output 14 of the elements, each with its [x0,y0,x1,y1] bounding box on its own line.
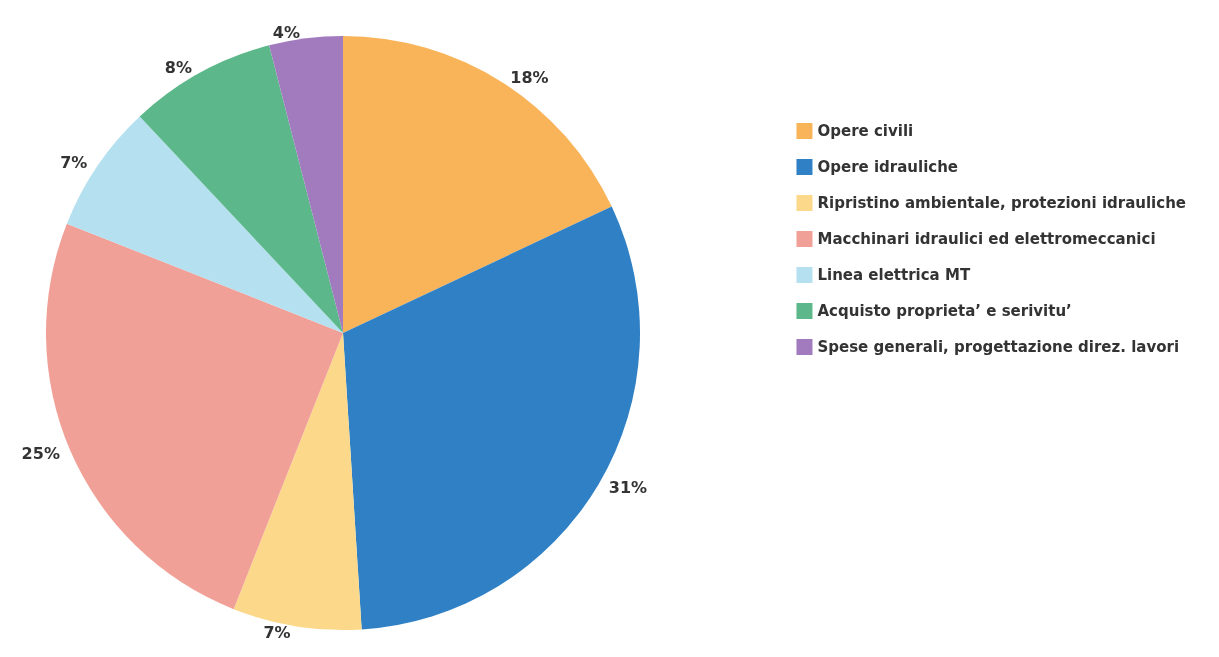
legend-label: Opere civili [817,122,914,140]
data-label: 25% [21,443,60,463]
data-label: 7% [60,153,88,173]
legend-label: Spese generali, progettazione direz. lavori [817,338,1180,356]
data-label: 31% [608,477,648,497]
legend-label: Acquisto proprieta’ e serivitu’ [817,302,1072,320]
data-label: 7% [263,622,291,642]
legend-label: Ripristino ambientale, protezioni idrauliche [817,194,1187,212]
legend-label: Macchinari idraulici ed elettromeccanici [817,230,1156,248]
data-label: 8% [164,57,193,77]
data-label: 18% [510,67,549,87]
legend-label: Opere idrauliche [817,158,959,176]
legend-label: Linea elettrica MT [817,266,971,284]
data-label: 4% [272,22,301,42]
